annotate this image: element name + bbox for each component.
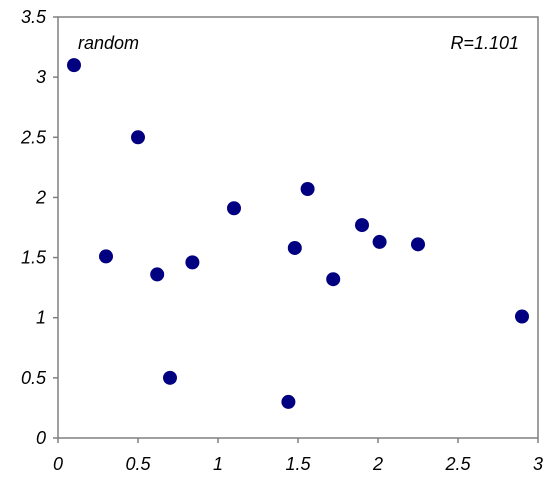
data-points xyxy=(67,58,529,409)
annotation-top-right: R=1.101 xyxy=(450,33,519,53)
x-tick-label: 1 xyxy=(213,454,223,474)
data-point xyxy=(163,370,177,385)
x-tick-label: 2.5 xyxy=(444,454,471,474)
x-tick-label: 3 xyxy=(533,454,543,474)
data-point xyxy=(227,201,241,216)
y-tick-label: 3.5 xyxy=(21,7,47,27)
data-point xyxy=(300,182,315,197)
plot-area xyxy=(57,16,539,439)
data-point xyxy=(326,272,341,287)
x-tick-label: 2 xyxy=(372,454,383,474)
data-point xyxy=(99,249,113,264)
data-point xyxy=(185,255,200,270)
y-tick-label: 1 xyxy=(36,308,46,328)
data-point xyxy=(287,240,302,255)
y-tick-label: 2.5 xyxy=(20,127,47,147)
x-tick-label: 0 xyxy=(53,454,63,474)
y-tick-label: 0.5 xyxy=(21,368,47,388)
data-point xyxy=(150,267,165,282)
y-tick-label: 1.5 xyxy=(21,248,47,268)
x-tick-label: 1.5 xyxy=(285,454,311,474)
data-point xyxy=(411,237,425,252)
annotation-top-left: random xyxy=(78,33,139,53)
data-point xyxy=(372,234,387,249)
y-tick-label: 2 xyxy=(35,187,46,207)
x-tick-label: 0.5 xyxy=(125,454,151,474)
data-point xyxy=(515,309,529,324)
y-tick-label: 3 xyxy=(36,67,46,87)
data-point xyxy=(67,58,81,73)
data-point xyxy=(281,394,296,409)
data-point xyxy=(355,218,369,233)
y-tick-label: 0 xyxy=(36,428,46,448)
axis-ticks: 0 0.5 1 1.5 2 2.5 3 0 0.5 1 1.5 2 2.5 3 3.5 xyxy=(20,7,543,474)
data-point xyxy=(131,130,145,145)
